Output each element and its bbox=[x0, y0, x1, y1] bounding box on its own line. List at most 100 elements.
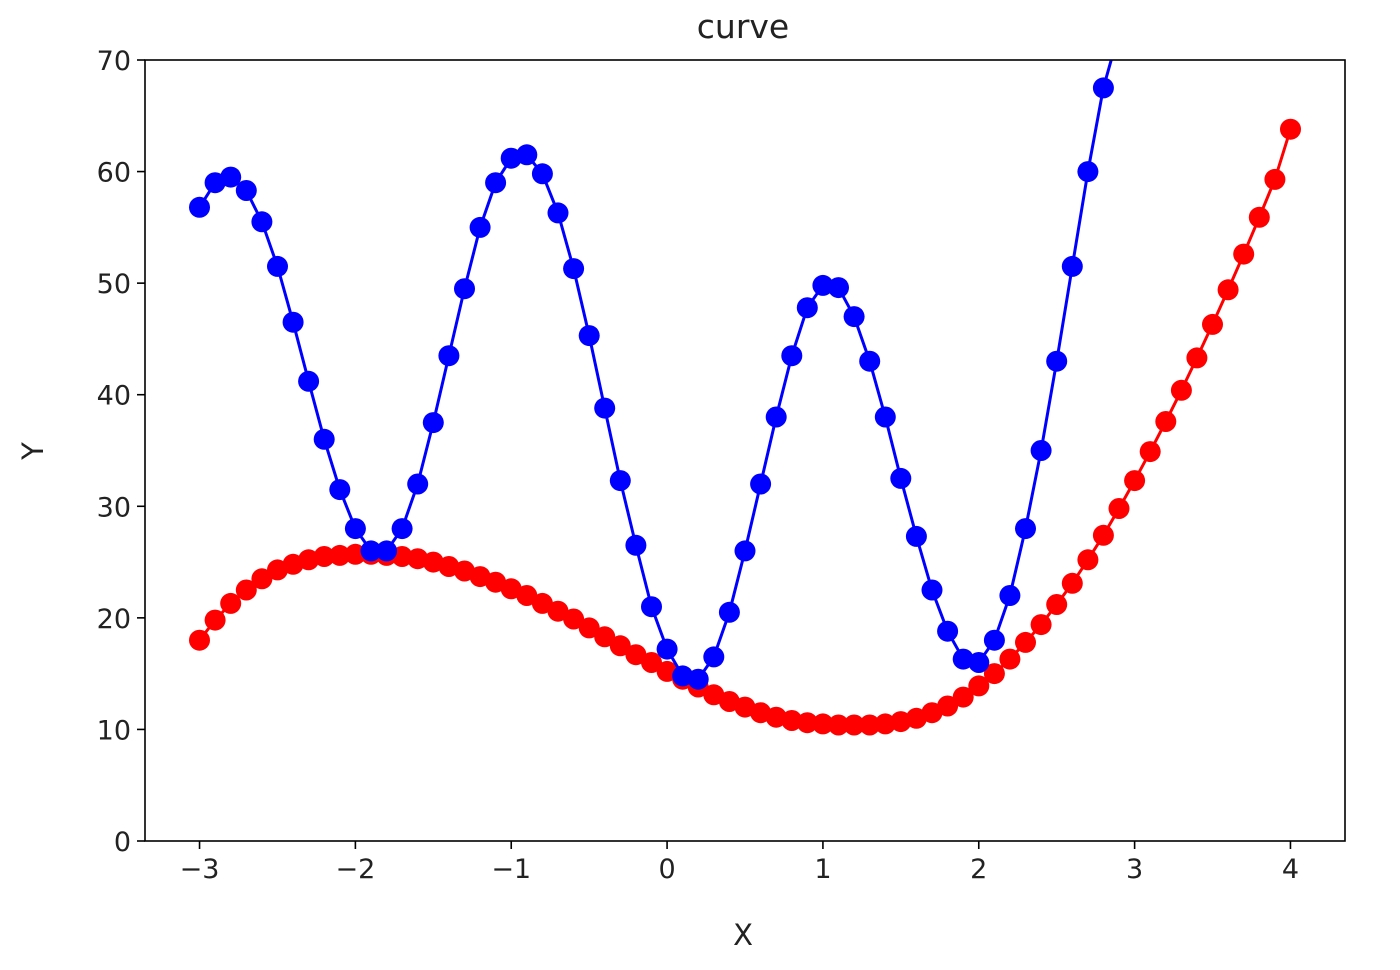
series-1-point bbox=[968, 652, 990, 673]
series-1-point bbox=[360, 540, 382, 562]
series-1-point bbox=[220, 166, 242, 188]
series-0-point bbox=[999, 648, 1021, 670]
series-0-point bbox=[531, 592, 553, 614]
series-1-point bbox=[765, 406, 787, 428]
y-tick-label: 50 bbox=[97, 269, 131, 300]
series-0-point bbox=[235, 579, 257, 601]
series-0-point bbox=[796, 712, 818, 734]
series-1-point bbox=[983, 629, 1005, 651]
series-0-point bbox=[983, 663, 1005, 685]
series-0-point bbox=[1139, 441, 1161, 463]
x-axis-label: X bbox=[733, 918, 753, 952]
series-0-point bbox=[578, 617, 600, 639]
series-1-point bbox=[703, 646, 725, 668]
series-0-point bbox=[1061, 572, 1083, 594]
y-tick-label: 10 bbox=[97, 715, 131, 746]
y-tick-label: 40 bbox=[97, 381, 131, 412]
series-1-point bbox=[812, 274, 834, 296]
series-0-point bbox=[407, 548, 429, 570]
plot-frame bbox=[144, 59, 1346, 842]
x-tick-label: −2 bbox=[335, 854, 375, 885]
series-0-point bbox=[1202, 313, 1223, 335]
series-1-line bbox=[198, 60, 1113, 681]
series-1-point bbox=[859, 350, 881, 372]
y-axis-label: Y bbox=[16, 442, 50, 461]
series-1-point bbox=[547, 202, 569, 224]
series-0-point bbox=[952, 686, 974, 708]
series-1-point bbox=[376, 540, 398, 562]
series-0-point bbox=[1092, 524, 1114, 546]
series-0-point bbox=[220, 592, 242, 614]
series-0-point bbox=[828, 714, 849, 736]
x-tick-label: 1 bbox=[814, 854, 831, 885]
series-0-point bbox=[641, 652, 662, 673]
series-1-point bbox=[1140, 0, 1161, 4]
series-1-point bbox=[298, 370, 320, 392]
series-1-point bbox=[874, 406, 896, 428]
series-0-point bbox=[874, 713, 896, 735]
series-0-line bbox=[198, 128, 1292, 727]
plot-series bbox=[189, 0, 1301, 736]
series-0-point bbox=[968, 675, 990, 697]
series-0-point bbox=[1077, 549, 1099, 571]
x-tick-label: −3 bbox=[180, 854, 220, 885]
series-0-point bbox=[1264, 168, 1286, 190]
x-tick-label: 3 bbox=[1126, 854, 1143, 885]
series-1-point bbox=[1109, 22, 1130, 43]
series-1-point bbox=[921, 579, 943, 601]
series-0-point bbox=[1155, 411, 1177, 432]
series-0-point bbox=[843, 714, 865, 736]
series-1-point bbox=[656, 638, 678, 660]
series-0-point bbox=[890, 711, 912, 733]
series-0-point bbox=[1186, 347, 1208, 369]
y-tick-label: 60 bbox=[97, 158, 131, 189]
series-1-point bbox=[500, 147, 522, 169]
series-1-point bbox=[999, 585, 1021, 606]
chart-title: curve bbox=[697, 7, 789, 46]
series-0-point bbox=[313, 546, 335, 567]
series-0-point bbox=[594, 626, 616, 648]
x-tick-label: 4 bbox=[1282, 854, 1299, 885]
series-1-point bbox=[843, 306, 865, 328]
series-1-point bbox=[329, 479, 351, 501]
series-1-point bbox=[391, 518, 413, 540]
series-1-point bbox=[235, 180, 257, 201]
series-1-point bbox=[594, 397, 616, 419]
series-0-point bbox=[1217, 279, 1239, 301]
y-tick-label: 20 bbox=[97, 604, 131, 635]
series-1-point bbox=[937, 620, 959, 642]
series-1-point bbox=[781, 345, 803, 367]
series-0-point bbox=[298, 549, 320, 571]
series-0-point bbox=[1015, 631, 1036, 653]
series-1-point bbox=[905, 525, 927, 547]
series-1-point bbox=[952, 648, 974, 670]
series-1-point bbox=[516, 144, 538, 166]
series-0-point bbox=[251, 568, 273, 590]
series-1-point bbox=[796, 297, 818, 319]
series-1-point bbox=[1061, 255, 1083, 277]
y-tick-label: 70 bbox=[97, 46, 131, 77]
series-0-point bbox=[563, 608, 585, 630]
series-0-point bbox=[1046, 594, 1068, 615]
series-0-point bbox=[859, 714, 881, 736]
series-1-point bbox=[1015, 518, 1036, 540]
series-1-point bbox=[625, 534, 647, 556]
series-1-point bbox=[485, 172, 507, 194]
series-1-point bbox=[1124, 0, 1145, 15]
series-0-point bbox=[1030, 614, 1052, 636]
series-1-point bbox=[407, 473, 429, 495]
series-0-point bbox=[329, 544, 351, 566]
series-1-point bbox=[734, 540, 756, 562]
series-1-point bbox=[313, 428, 335, 450]
series-1-point bbox=[267, 255, 288, 277]
series-1-point bbox=[578, 325, 600, 347]
series-1-point bbox=[563, 258, 585, 280]
series-1-point bbox=[1046, 350, 1068, 372]
series-1-point bbox=[189, 196, 210, 218]
series-0-point bbox=[1108, 498, 1130, 519]
series-1-point bbox=[890, 467, 912, 489]
series-0-point bbox=[189, 629, 210, 651]
series-1-point bbox=[687, 668, 709, 690]
